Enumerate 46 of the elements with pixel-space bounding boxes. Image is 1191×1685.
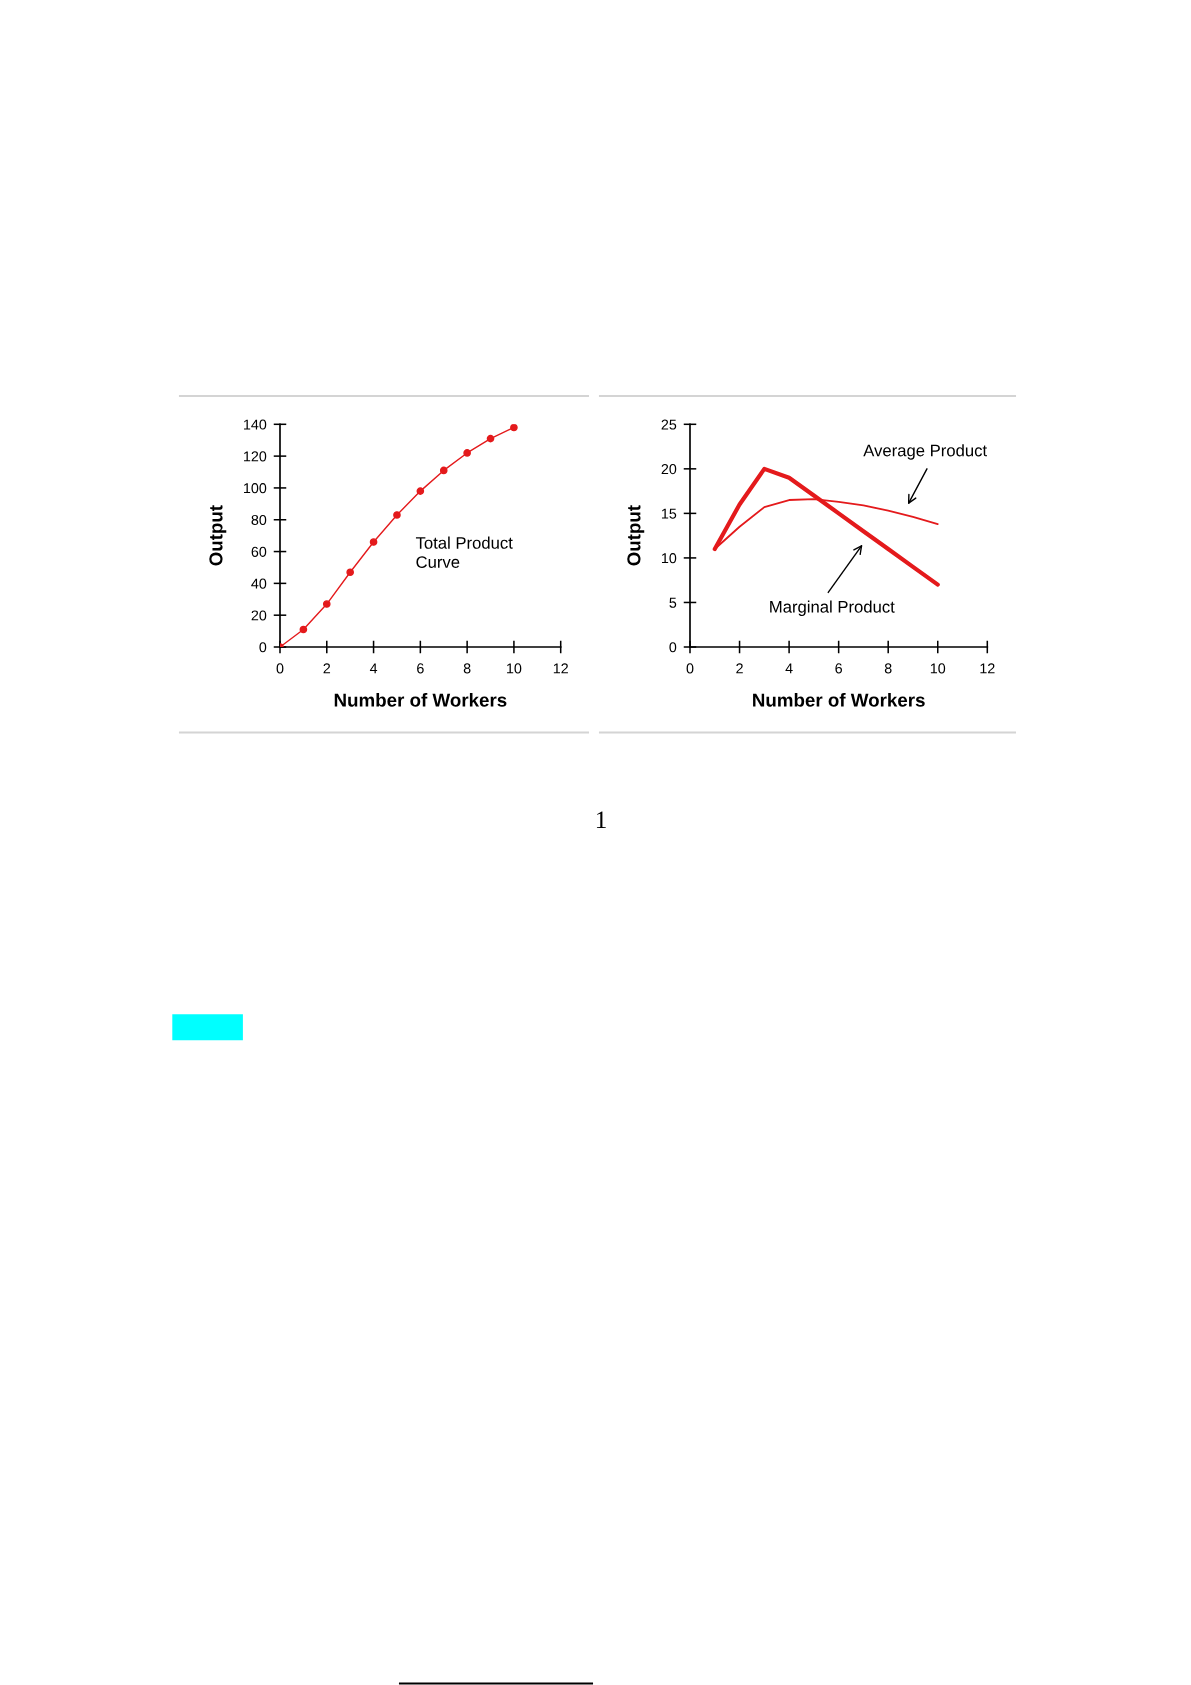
point [393, 511, 401, 519]
y-tick-label: 5 [669, 597, 677, 608]
text: 1 [596, 811, 606, 829]
x-tick-label: 10 [930, 663, 946, 674]
x-tick-label: 4 [369, 663, 378, 674]
x-tick-label: 8 [463, 663, 471, 674]
point [463, 449, 471, 457]
x-tick-label: 6 [417, 663, 424, 674]
y-tick-label: 10 [661, 553, 677, 564]
annotation: Marginal Product [770, 600, 895, 617]
x-tick-label: 4 [785, 663, 793, 674]
y-tick-label: 20 [661, 464, 677, 475]
point [299, 625, 308, 634]
y-tick-label: 0 [669, 642, 677, 653]
x-tick-label: 0 [276, 663, 284, 674]
y-tick-label: 60 [251, 546, 267, 557]
y-axis-title: Output [209, 505, 227, 566]
point [346, 568, 354, 577]
y-tick-label: 80 [251, 514, 267, 526]
x-tick-label: 12 [553, 663, 568, 674]
point [416, 487, 425, 495]
x-tick-label: 6 [835, 663, 842, 674]
y-tick-label: 120 [244, 451, 267, 462]
y-tick-label: 25 [661, 419, 677, 430]
series-label: Total Product Curve [415, 536, 513, 568]
point [486, 434, 495, 443]
point [510, 424, 518, 432]
x-tick-label: 2 [736, 663, 743, 674]
x-axis-title: Number of Workers [753, 692, 925, 707]
x-tick-label: 12 [980, 663, 995, 674]
point [322, 600, 331, 608]
y-tick-label: 15 [661, 508, 677, 519]
y-tick-label: 20 [251, 610, 267, 621]
x-tick-label: 0 [686, 663, 694, 674]
point [439, 466, 448, 475]
x-tick-label: 8 [884, 663, 892, 674]
y-tick-label: 0 [259, 642, 267, 653]
y-tick-label: 140 [244, 419, 267, 430]
x-tick-label: 2 [323, 663, 331, 674]
point [369, 538, 378, 546]
y-tick-label: 40 [251, 578, 267, 589]
annotation: Average Product [863, 444, 987, 460]
x-axis-title: Number of Workers [334, 692, 507, 707]
y-axis-title: Output [627, 505, 645, 566]
y-tick-label: 100 [244, 483, 267, 494]
x-tick-label: 10 [507, 663, 522, 674]
